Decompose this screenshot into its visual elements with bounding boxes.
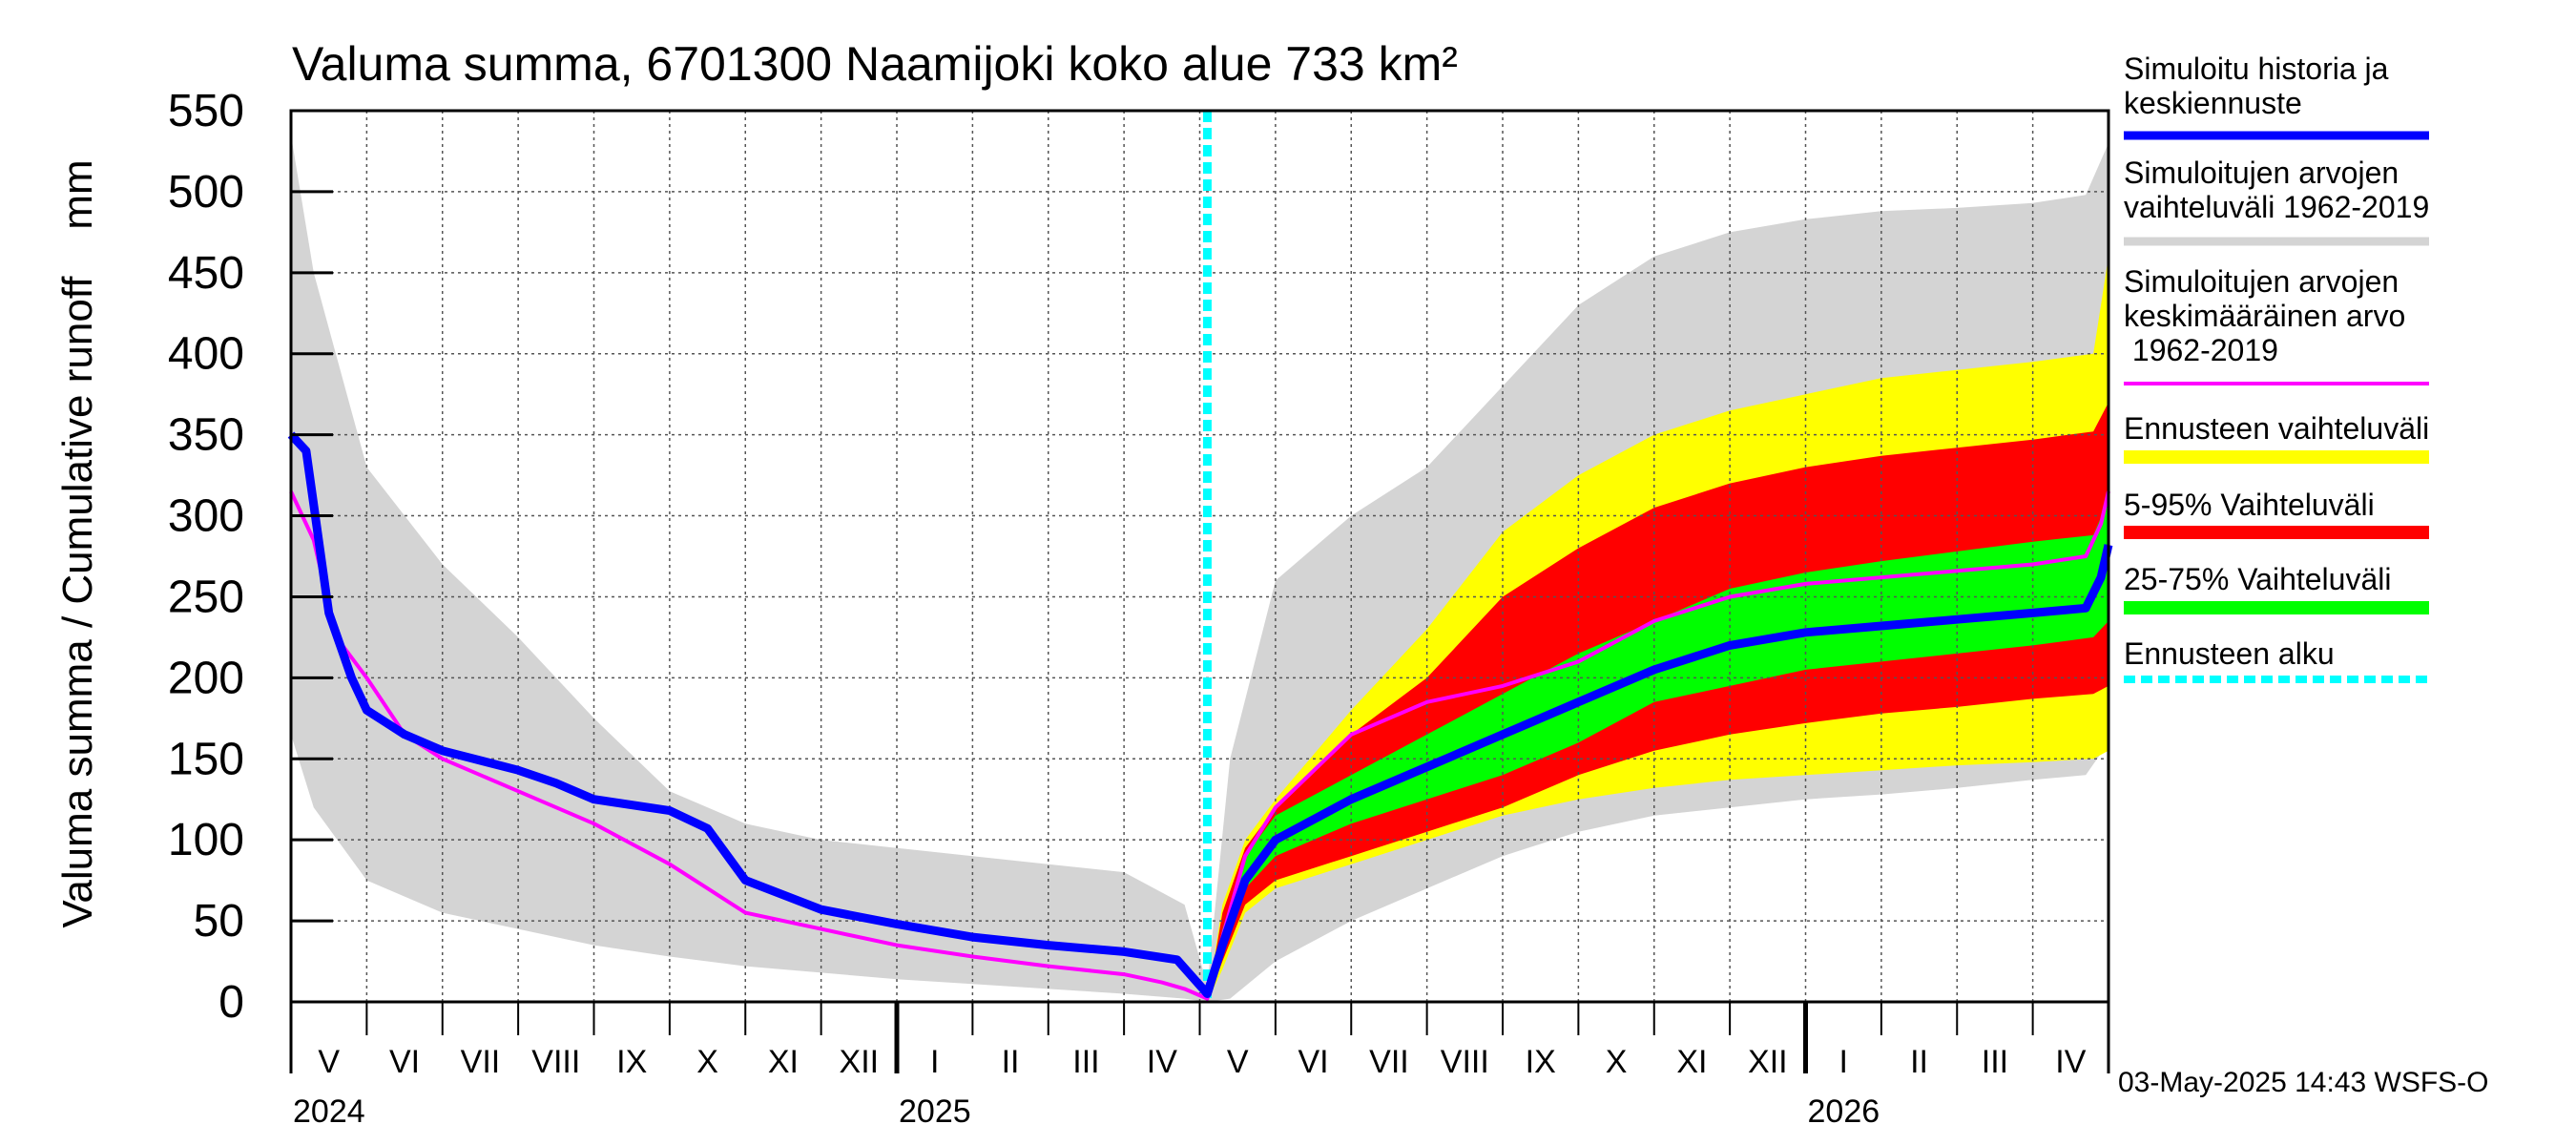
month-label: VIII bbox=[531, 1044, 580, 1080]
y-tick-label: 250 bbox=[168, 572, 244, 622]
legend-label: Ennusteen vaihteluväli bbox=[2124, 411, 2429, 446]
year-label: 2024 bbox=[293, 1093, 365, 1130]
y-tick-label: 300 bbox=[168, 491, 244, 542]
y-tick-label: 150 bbox=[168, 734, 244, 784]
y-tick-label: 200 bbox=[168, 653, 244, 703]
legend-label: 5-95% Vaihteluväli bbox=[2124, 488, 2375, 522]
legend-item: Simuloitujen arvojen vaihteluväli 1962-20… bbox=[2124, 156, 2429, 246]
y-tick-label: 500 bbox=[168, 167, 244, 218]
month-label: VI bbox=[389, 1044, 420, 1080]
legend-label: Simuloitujen arvojen keskimääräinen arvo … bbox=[2124, 264, 2405, 367]
y-tick-label: 350 bbox=[168, 410, 244, 461]
y-tick-label: 550 bbox=[168, 86, 244, 136]
year-label: 2026 bbox=[1808, 1093, 1880, 1130]
month-label: II bbox=[1002, 1044, 1020, 1080]
month-label: XI bbox=[768, 1044, 799, 1080]
legend-label: Ennusteen alku bbox=[2124, 636, 2335, 671]
y-ticks: 0 50 100 150 200 250 300 350 400 450 500 550 bbox=[168, 86, 333, 1028]
y-tick-label: 50 bbox=[194, 896, 244, 947]
month-label: IX bbox=[1526, 1044, 1556, 1080]
month-label: IV bbox=[1147, 1044, 1177, 1080]
month-label: VI bbox=[1298, 1044, 1329, 1080]
legend-item: 5-95% Vaihteluväli bbox=[2124, 488, 2429, 539]
y-tick-label: 100 bbox=[168, 815, 244, 865]
legend-label: Simuloitujen arvojen vaihteluväli 1962-20… bbox=[2124, 156, 2429, 224]
legend-label: 25-75% Vaihteluväli bbox=[2124, 562, 2391, 596]
year-label: 2025 bbox=[899, 1093, 971, 1130]
legend-item: Ennusteen vaihteluväli bbox=[2124, 411, 2429, 464]
legend-item: Simuloitujen arvojen keskimääräinen arvo … bbox=[2124, 264, 2429, 385]
month-label: VII bbox=[461, 1044, 501, 1080]
month-label: IX bbox=[616, 1044, 647, 1080]
series-line bbox=[287, 431, 2113, 998]
series-line bbox=[289, 490, 2110, 1001]
band-p5_95 bbox=[1207, 402, 2109, 1002]
legend-item: Simuloitu historia ja keskiennuste bbox=[2124, 52, 2429, 140]
month-label: X bbox=[1606, 1044, 1628, 1080]
y-tick-label: 0 bbox=[218, 977, 244, 1028]
month-label: X bbox=[696, 1044, 718, 1080]
month-label: VIII bbox=[1441, 1044, 1489, 1080]
month-label: XI bbox=[1676, 1044, 1707, 1080]
month-label: III bbox=[1982, 1044, 2008, 1080]
month-label: I bbox=[1839, 1044, 1847, 1080]
lines-layer bbox=[287, 111, 2113, 1002]
month-label: III bbox=[1072, 1044, 1099, 1080]
legend: Simuloitu historia ja keskiennuste Simuloi… bbox=[2124, 52, 2429, 683]
y-tick-label: 450 bbox=[168, 248, 244, 299]
month-label: XII bbox=[840, 1044, 880, 1080]
month-label: II bbox=[1910, 1044, 1928, 1080]
month-label: VII bbox=[1369, 1044, 1409, 1080]
month-label: V bbox=[318, 1044, 340, 1080]
month-label: IV bbox=[2055, 1044, 2086, 1080]
month-label: I bbox=[930, 1044, 939, 1080]
month-label: V bbox=[1227, 1044, 1249, 1080]
x-axis-labels: V VI VII VIII IX X XI XII I II III IV V VI VII VIII IX X X… bbox=[290, 1002, 2109, 1130]
chart-title: Valuma summa, 6701300 Naamijoki koko alu… bbox=[292, 37, 1458, 91]
legend-item: Ennusteen alku bbox=[2124, 636, 2429, 683]
legend-label: Simuloitu historia ja keskiennuste bbox=[2124, 52, 2389, 120]
month-label: XII bbox=[1748, 1044, 1788, 1080]
y-axis-label: Valuma summa / Cumulative runoff mm bbox=[54, 159, 101, 927]
legend-item: 25-75% Vaihteluväli bbox=[2124, 562, 2429, 614]
grid-layer bbox=[291, 110, 2109, 1002]
timestamp: 03-May-2025 14:43 WSFS-O bbox=[2118, 1067, 2489, 1098]
y-tick-label: 400 bbox=[168, 329, 244, 380]
